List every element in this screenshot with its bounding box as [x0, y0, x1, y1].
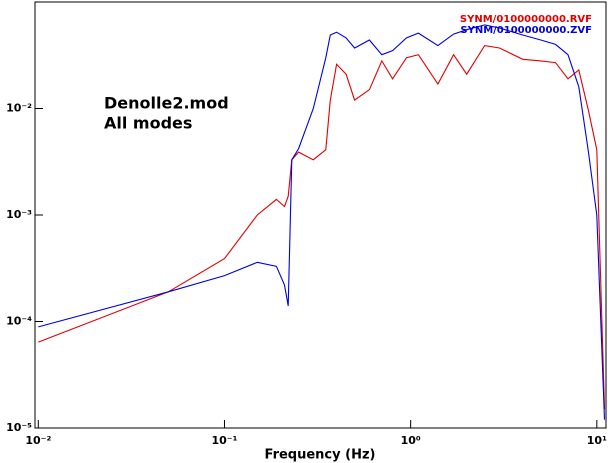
x-tick-label: 10⁰ — [401, 434, 421, 447]
x-axis-label: Frequency (Hz) — [265, 448, 376, 463]
y-tick-label: 10⁻³ — [6, 208, 32, 221]
x-tick-label: 10⁻² — [25, 434, 51, 447]
y-tick-label: 10⁻² — [6, 102, 32, 115]
x-tick-label: 10¹ — [587, 434, 607, 447]
y-tick-label: 10⁻⁵ — [6, 421, 32, 434]
legend-entry: SYNM/0100000000.RVF — [460, 14, 592, 25]
annotation: Denolle2.mod — [104, 94, 229, 113]
series-line — [38, 44, 606, 410]
series-line — [38, 24, 606, 420]
y-tick-label: 10⁻⁴ — [6, 315, 32, 328]
plot-frame — [34, 1, 607, 429]
legend-entry: SYNM/0100000000.ZVF — [460, 25, 592, 36]
annotation: All modes — [104, 114, 192, 133]
x-tick-label: 10⁻¹ — [212, 434, 238, 447]
